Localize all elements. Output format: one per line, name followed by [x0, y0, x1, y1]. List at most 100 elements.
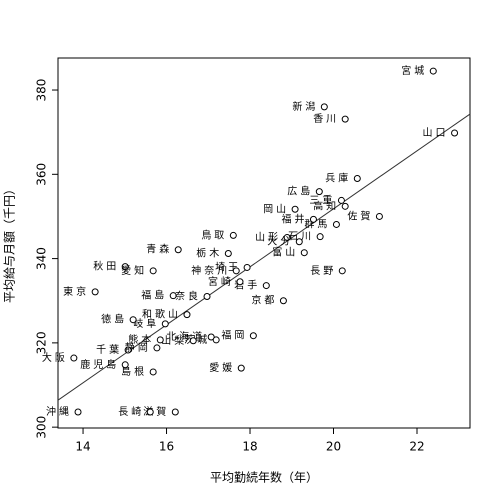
point-label: 香川: [313, 113, 339, 125]
x-axis-label: 平均勤続年数（年）: [210, 470, 318, 485]
point: [146, 408, 154, 416]
point: [156, 336, 164, 344]
point: [291, 205, 299, 213]
point: [237, 364, 245, 372]
point: [279, 297, 287, 305]
y-tick-label: 360: [35, 163, 49, 186]
point-label: 三重: [309, 193, 335, 206]
point-label: 沖縄: [46, 405, 72, 418]
point-label: 宮崎: [208, 275, 234, 288]
point: [169, 292, 177, 300]
point-label: 千葉: [96, 343, 122, 356]
point-label: 山梨: [161, 334, 187, 347]
point-label: 奈良: [175, 290, 201, 303]
point-label: 秋田: [93, 260, 119, 273]
point: [341, 202, 349, 210]
point: [149, 267, 157, 275]
point-label: 大分: [267, 235, 293, 248]
point-label: 山形: [255, 232, 281, 244]
point-label: 茨城: [184, 333, 210, 346]
point-label: 福岡: [221, 329, 247, 342]
point-label: 福島: [141, 289, 167, 302]
point: [332, 220, 340, 228]
trend-line: [57, 113, 471, 401]
x-tick-label: 22: [409, 440, 424, 454]
point: [341, 115, 349, 123]
point: [243, 263, 251, 271]
point-label: 東京: [63, 285, 89, 298]
point: [295, 238, 303, 246]
point-label: 埼玉: [215, 260, 241, 273]
point-label: 神奈川: [191, 264, 230, 277]
x-tick-label: 20: [326, 440, 341, 454]
point-label: 長崎: [118, 405, 144, 418]
point-label: 石川: [288, 232, 314, 243]
plot-frame: [57, 57, 471, 429]
point: [337, 196, 345, 204]
point-label: 和歌山: [142, 308, 181, 321]
point-label: 兵庫: [325, 172, 351, 185]
point: [249, 332, 257, 340]
point-label: 静岡: [125, 341, 151, 354]
point: [283, 234, 291, 242]
point-label: 青森: [146, 243, 172, 256]
point-label: 京都: [251, 294, 277, 307]
point-label: 鹿児島: [80, 358, 119, 371]
point-label: 栃木: [196, 247, 222, 260]
point: [189, 337, 197, 345]
point: [229, 231, 237, 239]
y-tick-label: 320: [35, 331, 49, 354]
point-label: 熊本: [128, 333, 154, 346]
point: [429, 67, 437, 75]
point: [451, 129, 459, 137]
point-label: 長野: [310, 265, 336, 277]
point-label: 新潟: [292, 100, 318, 113]
point: [161, 320, 169, 328]
point-label: 佐賀: [347, 210, 373, 222]
y-tick-label: 300: [35, 416, 49, 439]
point: [353, 175, 361, 183]
point: [316, 233, 324, 241]
point: [262, 282, 270, 290]
point: [171, 408, 179, 416]
point: [224, 250, 232, 258]
y-axis-label: 平均給与月額（千円）: [3, 183, 17, 303]
point-label: 富山: [272, 246, 298, 259]
point-label: 宮城: [401, 64, 427, 77]
point-label: 広島: [287, 185, 313, 198]
point-label: 大阪: [42, 351, 68, 364]
point: [232, 267, 240, 275]
y-tick-label: 340: [35, 247, 49, 270]
point: [320, 103, 328, 111]
point: [309, 215, 317, 223]
point: [315, 188, 323, 196]
point: [70, 354, 78, 362]
point: [174, 246, 182, 254]
point: [207, 333, 215, 341]
point-label: 高知: [313, 199, 339, 212]
point-label: 群馬: [304, 217, 330, 230]
point: [183, 311, 191, 319]
point: [203, 293, 211, 301]
point-label: 山口: [423, 127, 449, 139]
point-label: 福井: [281, 212, 307, 225]
point: [149, 368, 157, 376]
x-tick-label: 16: [159, 440, 174, 454]
point: [212, 336, 220, 344]
point-label: 島根: [121, 365, 147, 378]
point-label: 岡山: [263, 203, 289, 215]
point: [153, 344, 161, 352]
point-label: 愛知: [121, 264, 147, 277]
point: [300, 249, 308, 257]
point-label: 愛媛: [209, 361, 235, 374]
point: [121, 361, 129, 369]
x-tick-label: 14: [75, 440, 90, 454]
point: [338, 267, 346, 275]
point-label: 岐阜: [133, 317, 159, 330]
point: [375, 212, 383, 220]
point-label: 鳥取: [201, 228, 227, 241]
point: [129, 316, 137, 324]
point: [91, 288, 99, 296]
x-tick-label: 18: [242, 440, 257, 454]
